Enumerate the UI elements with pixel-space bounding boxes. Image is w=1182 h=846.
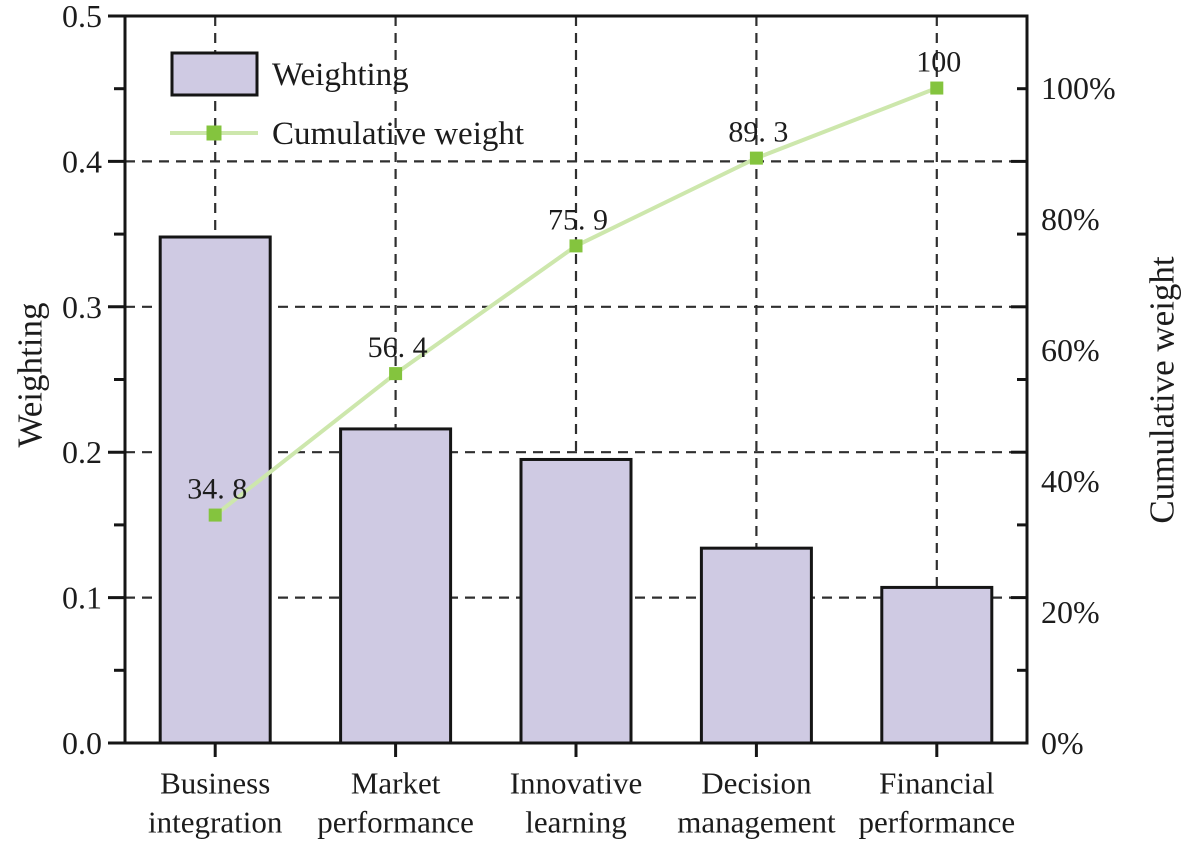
category-label-line2: performance	[858, 805, 1015, 840]
cumulative-marker	[930, 81, 944, 95]
cumulative-point-label: 34. 8	[187, 473, 247, 506]
weighting-bar	[339, 427, 453, 745]
left-axis-tick-label: 0.3	[62, 289, 102, 325]
right-axis-tick-label: 100%	[1041, 70, 1116, 106]
left-axis-tick-label: 0.1	[62, 580, 102, 616]
category-label-line2: learning	[525, 805, 627, 840]
legend-line-marker	[206, 125, 222, 141]
right-axis-title: Cumulative weight	[1143, 256, 1182, 524]
weighting-bar	[519, 457, 633, 745]
category-label-line1: Business	[160, 766, 270, 801]
cumulative-point-label: 75. 9	[548, 203, 608, 236]
legend-label-weighting: Weighting	[272, 57, 409, 93]
category-label-line1: Market	[351, 766, 441, 801]
left-axis-tick-label: 0.0	[62, 725, 102, 761]
cumulative-marker	[569, 239, 583, 253]
category-label-line2: performance	[317, 805, 474, 840]
right-axis-tick-label: 80%	[1041, 201, 1100, 237]
right-axis-tick-label: 0%	[1041, 725, 1084, 761]
left-axis-tick-label: 0.4	[62, 143, 102, 179]
left-axis-tick-label: 0.2	[62, 434, 102, 470]
category-label-line1: Decision	[701, 766, 812, 801]
right-axis-tick-label: 60%	[1041, 332, 1100, 368]
right-axis-tick-label: 20%	[1041, 594, 1100, 630]
category-label-line1: Innovative	[510, 766, 643, 801]
legend-bar-swatch	[170, 51, 259, 97]
weighting-bar	[699, 546, 813, 745]
cumulative-point-label: 89. 3	[728, 116, 788, 149]
cumulative-marker	[208, 508, 222, 522]
category-label-line1: Financial	[879, 766, 994, 801]
cumulative-marker	[389, 367, 403, 381]
legend-label-cumulative-weight: Cumulative weight	[272, 116, 524, 152]
left-axis-title: Weighting	[11, 303, 50, 448]
left-axis-tick-label: 0.5	[62, 0, 102, 34]
cumulative-point-label: 100	[916, 46, 961, 79]
category-label-line2: management	[677, 805, 836, 840]
right-axis-tick-label: 40%	[1041, 463, 1100, 499]
cumulative-marker	[749, 151, 763, 165]
category-label-line2: integration	[148, 805, 283, 840]
cumulative-point-label: 56. 4	[368, 331, 428, 364]
weighting-bar	[880, 585, 994, 745]
